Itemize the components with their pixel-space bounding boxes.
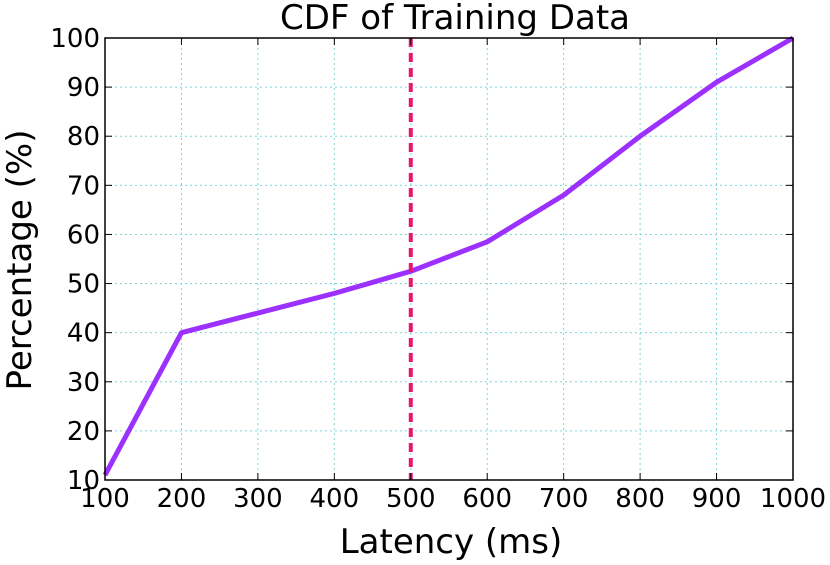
- x-tick-label: 200: [157, 484, 207, 514]
- y-tick-label: 50: [67, 270, 100, 300]
- x-tick-label: 400: [310, 484, 360, 514]
- x-tick-label: 700: [539, 484, 589, 514]
- x-tick-label: 500: [386, 484, 436, 514]
- chart-title: CDF of Training Data: [280, 0, 630, 38]
- cdf-series-line: [102, 35, 795, 477]
- x-axis-label: Latency (ms): [340, 522, 563, 561]
- series-layer: [102, 35, 795, 477]
- x-tick-label: 100: [80, 484, 130, 514]
- y-tick-label: 60: [67, 220, 100, 250]
- y-tick-label: 10: [67, 466, 100, 496]
- y-tick-label: 80: [67, 122, 100, 152]
- y-tick-label: 70: [67, 171, 100, 201]
- x-tick-label: 1000: [760, 484, 826, 514]
- x-tick-label: 900: [692, 484, 742, 514]
- x-tick-label: 300: [233, 484, 283, 514]
- x-tick-label: 800: [615, 484, 665, 514]
- y-axis-label: Percentage (%): [0, 130, 40, 391]
- y-tick-label: 20: [67, 417, 100, 447]
- tick-layer: 100 200 300 400 500 600 700 800 900 1000 10 20 30 40 5…: [50, 24, 826, 514]
- x-tick-label: 600: [462, 484, 512, 514]
- y-tick-label: 90: [67, 73, 100, 103]
- y-tick-label: 100: [50, 24, 100, 54]
- grid-lines: [105, 38, 793, 480]
- y-tick-label: 40: [67, 319, 100, 349]
- y-tick-label: 30: [67, 368, 100, 398]
- plot-frame: [104, 37, 794, 481]
